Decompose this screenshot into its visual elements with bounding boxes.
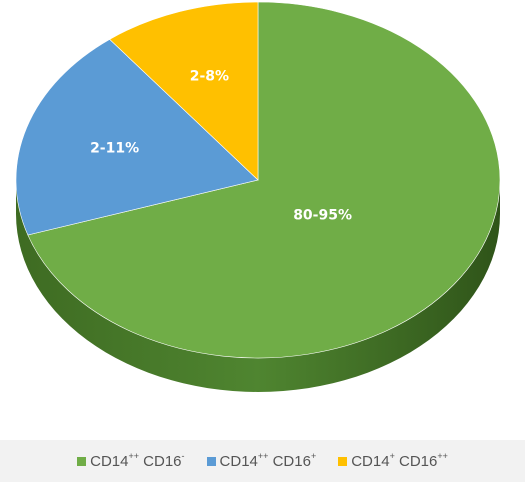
legend: CD14 ++ CD16- CD14 ++ CD16 + CD14 + CD16 ++ — [0, 440, 525, 482]
pie-chart: 80-95% 2-11% 2-8% — [15, 1, 501, 392]
legend-label: CD14 ++ CD16 + — [219, 450, 317, 470]
legend-swatch — [77, 456, 87, 466]
legend-item-3: CD14 + CD16 ++ — [338, 450, 448, 470]
pie-slice-1 — [27, 1, 501, 359]
slice-label-2: 2-11% — [90, 141, 139, 157]
slice-label-3: 2-8% — [190, 69, 229, 85]
legend-swatch — [206, 456, 216, 466]
legend-item-1: CD14 ++ CD16- — [77, 450, 185, 470]
legend-item-2: CD14 ++ CD16 + — [206, 450, 317, 470]
pie-slice-3 — [109, 1, 259, 181]
legend-label: CD14 + CD16 ++ — [351, 450, 448, 470]
legend-label: CD14 ++ CD16- — [90, 450, 185, 470]
slice-label-1: 80-95% — [293, 208, 352, 224]
legend-swatch — [338, 456, 348, 466]
pie-slice-2 — [15, 38, 259, 236]
pie-rim — [16, 180, 500, 392]
